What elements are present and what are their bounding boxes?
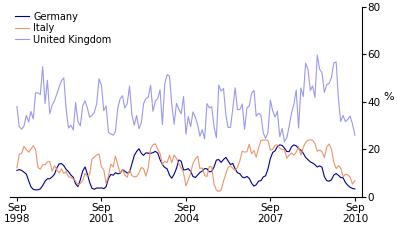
- Line: Germany: Germany: [17, 145, 355, 190]
- Line: United Kingdom: United Kingdom: [17, 55, 355, 142]
- Legend: Germany, Italy, United Kingdom: Germany, Italy, United Kingdom: [15, 12, 112, 44]
- Line: Italy: Italy: [17, 140, 355, 192]
- Y-axis label: %: %: [384, 92, 394, 102]
